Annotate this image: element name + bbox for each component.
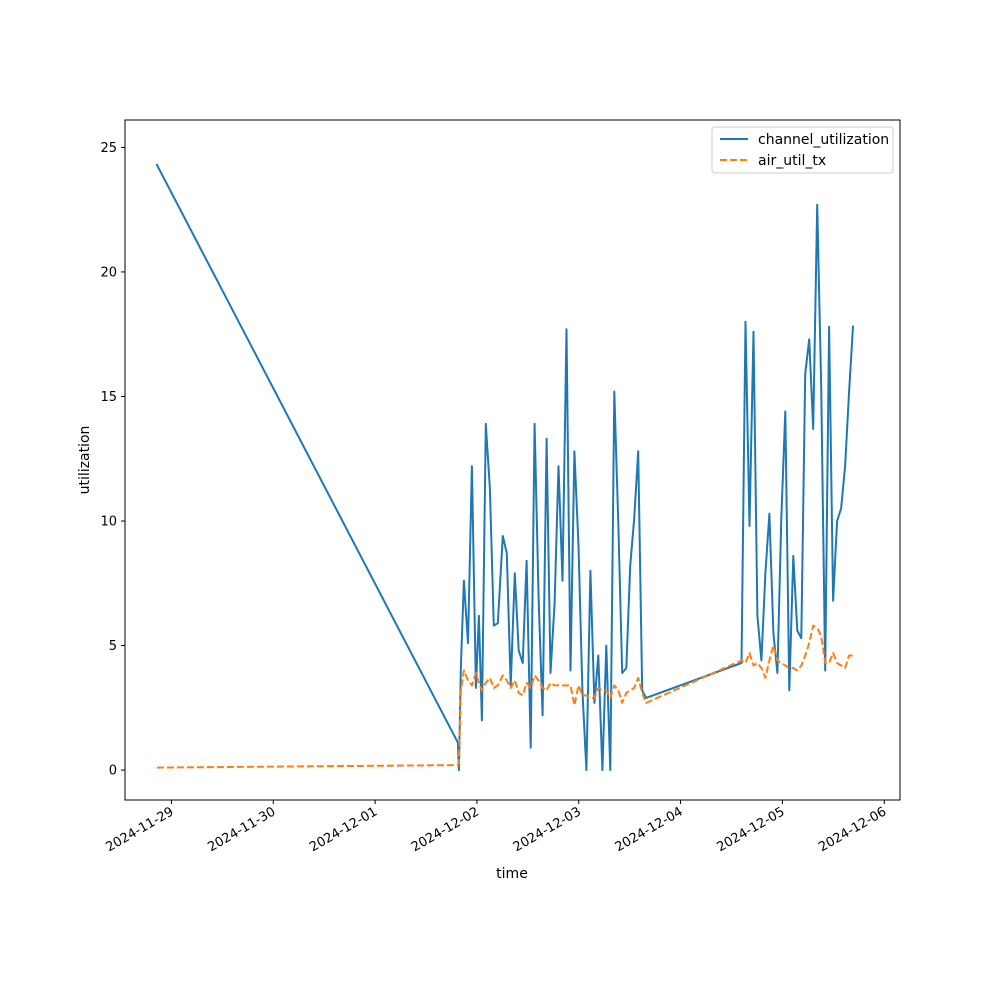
series-layer (155, 163, 855, 772)
legend: channel_utilization air_util_tx (711, 126, 894, 174)
legend-label-air-util-tx: air_util_tx (758, 153, 826, 169)
y-tick-label: 10 (100, 515, 117, 530)
y-tick-label: 20 (100, 265, 117, 280)
y-tick-label: 5 (109, 639, 117, 654)
y-tick-label: 25 (100, 141, 117, 156)
x-axis-label: time (496, 866, 528, 882)
y-axis-label: utilization (77, 426, 93, 495)
y-tick-label: 15 (100, 390, 117, 405)
legend-label-channel-utilization: channel_utilization (758, 132, 889, 148)
y-tick-label: 0 (109, 764, 117, 779)
legend-box (711, 126, 894, 174)
series-line-air-util-tx (156, 624, 853, 769)
series-line-channel-utilization (155, 163, 855, 772)
plot-frame (124, 119, 901, 801)
y-axis: 0 5 10 15 20 25 (100, 141, 125, 779)
